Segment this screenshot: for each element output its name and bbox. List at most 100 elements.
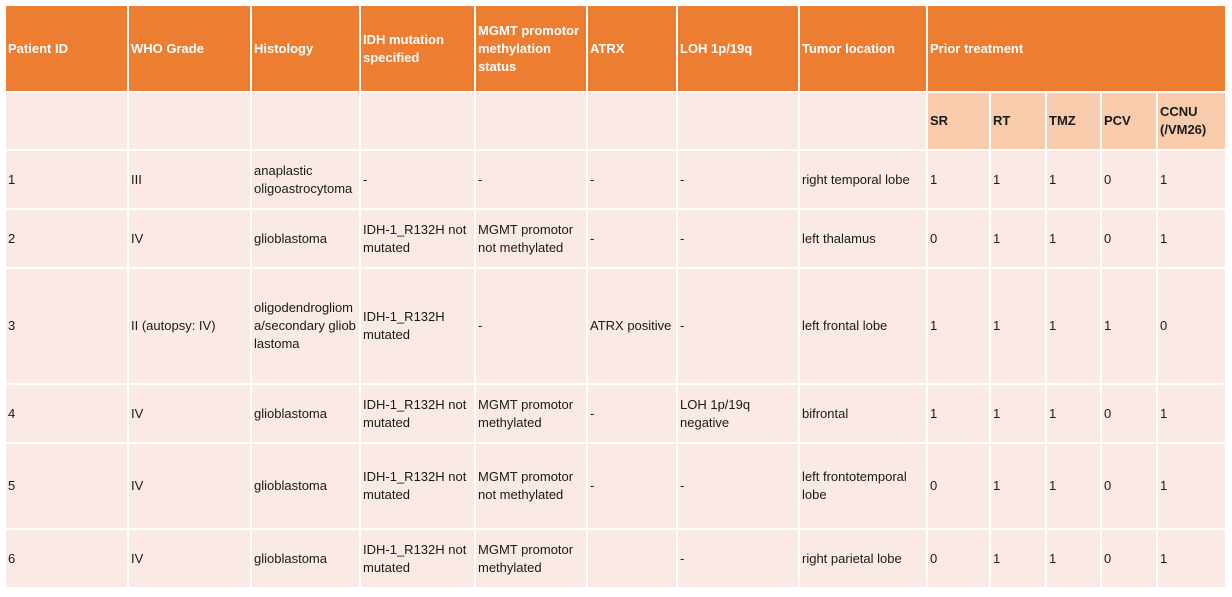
cell-histology: glioblastoma <box>250 528 361 589</box>
cell-pcv: 0 <box>1100 383 1158 444</box>
cell-histology: glioblastoma <box>250 442 361 530</box>
cell-tmz: 1 <box>1045 267 1102 385</box>
cell-rt: 1 <box>989 149 1047 210</box>
cell-patient-id: 2 <box>4 208 129 269</box>
cell-rt: 1 <box>989 208 1047 269</box>
col-header-atrx: ATRX <box>586 4 678 93</box>
cell-mgmt: - <box>474 149 588 210</box>
empty-cell <box>798 91 928 151</box>
cell-atrx: - <box>586 442 678 530</box>
cell-pcv: 0 <box>1100 528 1158 589</box>
subheader-tmz: TMZ <box>1045 91 1102 151</box>
subheader-sr: SR <box>926 91 991 151</box>
cell-tumor-location: left frontotemporal lobe <box>798 442 928 530</box>
col-header-mgmt: MGMT promotor methylation status <box>474 4 588 93</box>
cell-patient-id: 3 <box>4 267 129 385</box>
cell-atrx: ATRX positive <box>586 267 678 385</box>
subheader-rt: RT <box>989 91 1047 151</box>
cell-pcv: 0 <box>1100 208 1158 269</box>
empty-cell <box>4 91 129 151</box>
cell-who-grade: II (autopsy: IV) <box>127 267 252 385</box>
cell-tumor-location: left frontal lobe <box>798 267 928 385</box>
cell-mgmt: MGMT promotor not methylated <box>474 208 588 269</box>
subheader-ccnu: CCNU (/VM26) <box>1156 91 1227 151</box>
empty-cell <box>676 91 800 151</box>
table-row: 3 II (autopsy: IV) oligodendroglioma/sec… <box>4 267 1227 385</box>
cell-idh: - <box>359 149 476 210</box>
cell-tmz: 1 <box>1045 149 1102 210</box>
col-header-tumor-location: Tumor location <box>798 4 928 93</box>
cell-tumor-location: bifrontal <box>798 383 928 444</box>
col-header-loh: LOH 1p/19q <box>676 4 800 93</box>
cell-pcv: 0 <box>1100 149 1158 210</box>
cell-idh: IDH-1_R132H not mutated <box>359 208 476 269</box>
col-header-histology: Histology <box>250 4 361 93</box>
table-row: 6 IV glioblastoma IDH-1_R132H not mutate… <box>4 528 1227 589</box>
cell-tmz: 1 <box>1045 442 1102 530</box>
col-header-prior-treatment: Prior treatment <box>926 4 1227 93</box>
cell-sr: 1 <box>926 383 991 444</box>
cell-loh: - <box>676 442 800 530</box>
col-header-idh: IDH mutation specified <box>359 4 476 93</box>
cell-who-grade: IV <box>127 528 252 589</box>
cell-sr: 0 <box>926 442 991 530</box>
cell-mgmt: MGMT promotor methylated <box>474 383 588 444</box>
cell-tumor-location: right temporal lobe <box>798 149 928 210</box>
empty-cell <box>359 91 476 151</box>
cell-idh: IDH-1_R132H mutated <box>359 267 476 385</box>
patient-table: Patient ID WHO Grade Histology IDH mutat… <box>4 4 1227 589</box>
cell-idh: IDH-1_R132H not mutated <box>359 442 476 530</box>
col-header-who-grade: WHO Grade <box>127 4 252 93</box>
cell-pcv: 0 <box>1100 442 1158 530</box>
cell-ccnu: 0 <box>1156 267 1227 385</box>
cell-atrx: - <box>586 208 678 269</box>
cell-pcv: 1 <box>1100 267 1158 385</box>
cell-rt: 1 <box>989 267 1047 385</box>
cell-tumor-location: right parietal lobe <box>798 528 928 589</box>
cell-loh: - <box>676 149 800 210</box>
cell-mgmt: MGMT promotor methylated <box>474 528 588 589</box>
cell-sr: 0 <box>926 528 991 589</box>
cell-who-grade: IV <box>127 442 252 530</box>
table-row: 1 III anaplastic oligoastrocytoma - - - … <box>4 149 1227 210</box>
col-header-patient-id: Patient ID <box>4 4 129 93</box>
cell-who-grade: III <box>127 149 252 210</box>
cell-rt: 1 <box>989 442 1047 530</box>
cell-patient-id: 4 <box>4 383 129 444</box>
cell-atrx <box>586 528 678 589</box>
empty-cell <box>586 91 678 151</box>
cell-atrx: - <box>586 149 678 210</box>
cell-idh: IDH-1_R132H not mutated <box>359 528 476 589</box>
cell-ccnu: 1 <box>1156 149 1227 210</box>
cell-loh: - <box>676 267 800 385</box>
cell-mgmt: MGMT promotor not methylated <box>474 442 588 530</box>
subheader-pcv: PCV <box>1100 91 1158 151</box>
cell-atrx: - <box>586 383 678 444</box>
table-row: 2 IV glioblastoma IDH-1_R132H not mutate… <box>4 208 1227 269</box>
cell-rt: 1 <box>989 383 1047 444</box>
cell-histology: anaplastic oligoastrocytoma <box>250 149 361 210</box>
cell-tmz: 1 <box>1045 528 1102 589</box>
cell-rt: 1 <box>989 528 1047 589</box>
cell-patient-id: 5 <box>4 442 129 530</box>
cell-mgmt: - <box>474 267 588 385</box>
table-row: 4 IV glioblastoma IDH-1_R132H not mutate… <box>4 383 1227 444</box>
header-row: Patient ID WHO Grade Histology IDH mutat… <box>4 4 1227 93</box>
cell-patient-id: 6 <box>4 528 129 589</box>
cell-tumor-location: left thalamus <box>798 208 928 269</box>
empty-cell <box>474 91 588 151</box>
cell-ccnu: 1 <box>1156 383 1227 444</box>
treatment-subheader-row: SR RT TMZ PCV CCNU (/VM26) <box>4 91 1227 151</box>
cell-sr: 1 <box>926 149 991 210</box>
cell-tmz: 1 <box>1045 208 1102 269</box>
cell-ccnu: 1 <box>1156 528 1227 589</box>
cell-loh: LOH 1p/19q negative <box>676 383 800 444</box>
cell-who-grade: IV <box>127 383 252 444</box>
cell-histology: glioblastoma <box>250 208 361 269</box>
cell-tmz: 1 <box>1045 383 1102 444</box>
cell-histology: oligodendroglioma/secondary glioblastoma <box>250 267 361 385</box>
cell-loh: - <box>676 208 800 269</box>
cell-patient-id: 1 <box>4 149 129 210</box>
cell-who-grade: IV <box>127 208 252 269</box>
empty-cell <box>127 91 252 151</box>
